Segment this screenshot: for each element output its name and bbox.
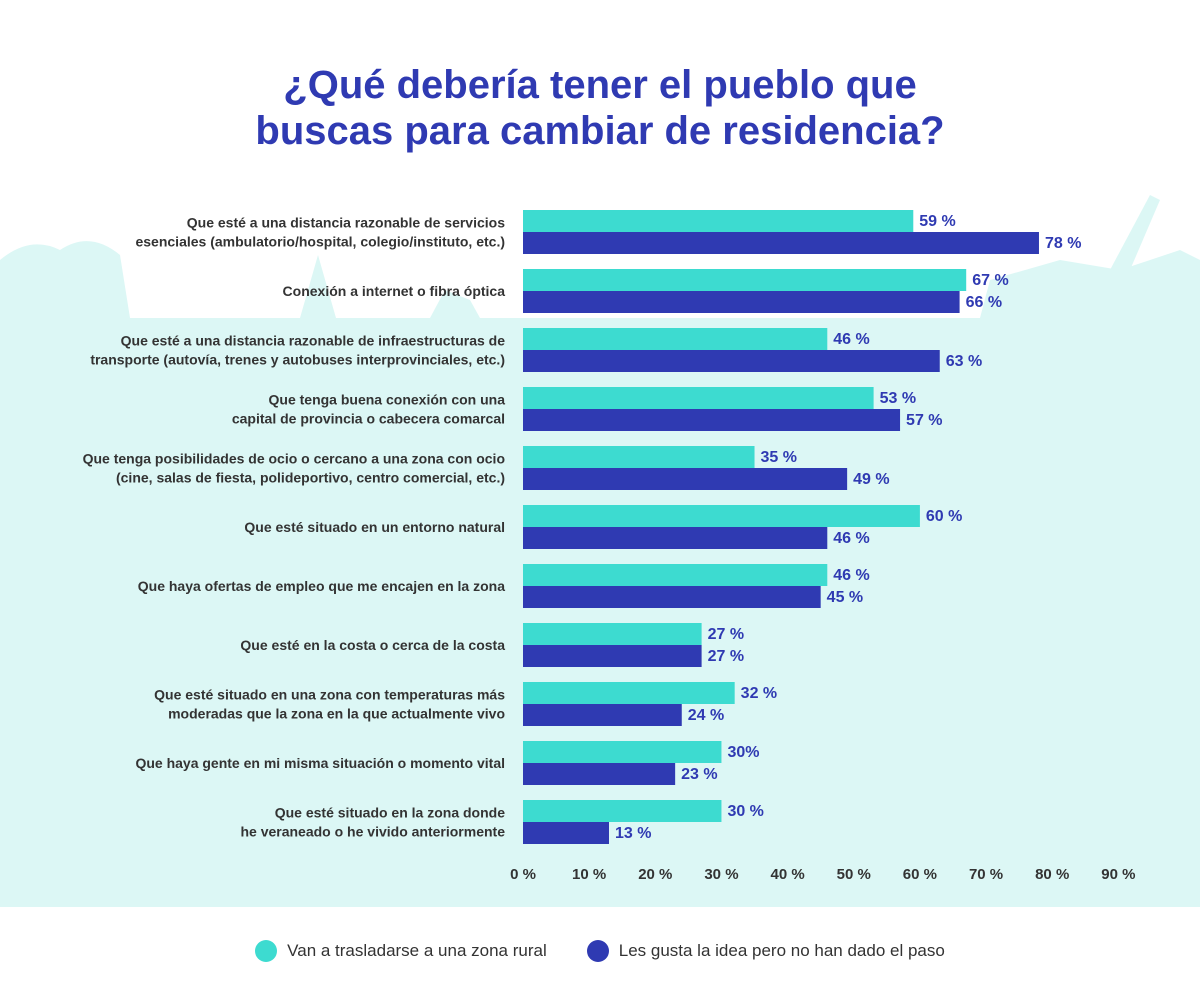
data-label: 67 % [972,272,1008,289]
data-label: 35 % [761,449,797,466]
data-label: 57 % [906,412,942,429]
data-label: 46 % [833,567,869,584]
bar-rural [523,741,722,763]
category-label: Que esté a una distancia razonable de in… [121,333,506,349]
category-label: Que haya gente en mi misma situación o m… [135,755,505,771]
title-line-1: ¿Qué debería tener el pueblo que [283,63,917,107]
data-label: 30% [727,744,759,761]
bar-idea [523,586,821,608]
category-label: (cine, salas de fiesta, polideportivo, c… [116,470,505,486]
data-label: 63 % [946,353,982,370]
x-tick-label: 90 % [1101,866,1135,883]
data-label: 24 % [688,707,724,724]
data-label: 45 % [827,589,863,606]
legend-item-idea: Les gusta la idea pero no han dado el pa… [586,940,945,962]
x-tick-label: 40 % [770,866,804,883]
category-label: Que esté situado en un entorno natural [244,519,505,535]
bar-rural [523,387,874,409]
chart-title: ¿Qué debería tener el pueblo que buscas … [0,62,1200,154]
x-tick-label: 60 % [903,866,937,883]
title-line-2: buscas para cambiar de residencia? [255,109,945,153]
category-label: Que tenga posibilidades de ocio o cercan… [83,451,505,467]
data-label: 30 % [727,803,763,820]
legend: Van a trasladarse a una zona rural Les g… [0,940,1200,962]
bar-rural [523,269,967,291]
category-label: moderadas que la zona en la que actualme… [168,706,505,722]
legend-blue-dot-icon [586,940,609,962]
bar-rural [523,328,828,350]
data-label: 27 % [708,626,744,643]
data-label: 59 % [919,213,955,230]
bar-idea [523,645,702,667]
data-label: 60 % [926,508,962,525]
bar-idea [523,291,960,313]
bar-idea [523,763,676,785]
legend-item-rural: Van a trasladarse a una zona rural [255,940,547,962]
bar-rural [523,210,914,232]
category-label: Que haya ofertas de empleo que me encaje… [138,578,505,594]
bar-idea [523,822,609,844]
bar-idea [523,527,828,549]
data-label: 78 % [1045,235,1081,252]
data-label: 66 % [966,294,1002,311]
bar-rural [523,564,828,586]
data-label: 23 % [681,766,717,783]
x-tick-label: 10 % [572,866,606,883]
bar-idea [523,468,848,490]
bar-rural [523,505,920,527]
bar-idea [523,232,1039,254]
category-label: Que esté situado en la zona donde [275,805,505,821]
category-label: he veraneado o he vivido anteriormente [240,824,505,840]
x-tick-label: 70 % [969,866,1003,883]
bar-idea [523,409,901,431]
bar-rural [523,446,755,468]
category-label: Que esté situado en una zona con tempera… [154,687,505,703]
legend-teal-dot-icon [255,940,278,962]
data-label: 49 % [853,471,889,488]
x-tick-label: 20 % [638,866,672,883]
data-label: 53 % [880,390,916,407]
category-label: Que tenga buena conexión con una [269,392,506,408]
data-label: 32 % [741,685,777,702]
bar-rural [523,800,722,822]
data-label: 13 % [615,825,651,842]
legend-label: Van a trasladarse a una zona rural [287,941,547,960]
bar-rural [523,682,735,704]
bar-idea [523,350,940,372]
data-label: 46 % [833,530,869,547]
category-label: Conexión a internet o fibra óptica [283,283,506,299]
data-label: 27 % [708,648,744,665]
category-label: transporte (autovía, trenes y autobuses … [90,352,505,368]
x-tick-label: 0 % [510,866,536,883]
x-tick-label: 30 % [704,866,738,883]
legend-label: Les gusta la idea pero no han dado el pa… [618,941,945,960]
bar-rural [523,623,702,645]
category-label: Que esté en la costa o cerca de la costa [240,637,505,653]
bar-idea [523,704,682,726]
x-tick-label: 50 % [837,866,871,883]
x-tick-label: 80 % [1035,866,1069,883]
category-label: capital de provincia o cabecera comarcal [232,411,505,427]
data-label: 46 % [833,331,869,348]
category-label: Que esté a una distancia razonable de se… [187,215,505,231]
category-label: esenciales (ambulatorio/hospital, colegi… [135,234,505,250]
